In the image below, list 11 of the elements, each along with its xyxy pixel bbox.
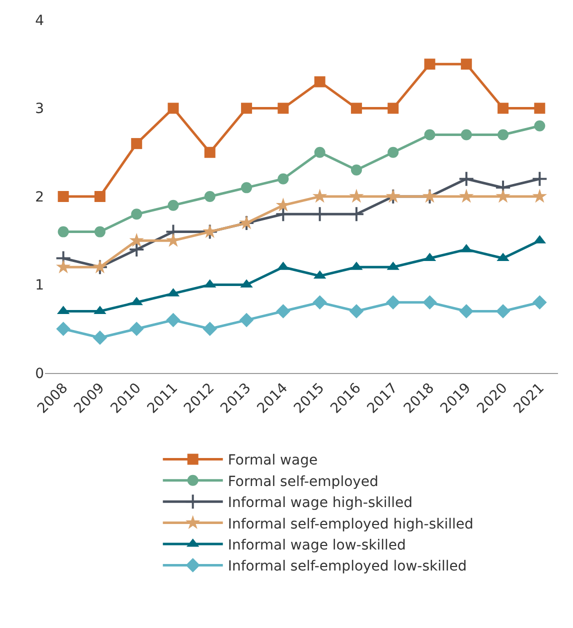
y-tick-label: 0 [35,366,44,382]
legend-label: Formal self-employed [228,474,378,490]
legend-label: Informal self-employed low-skilled [228,558,467,575]
y-tick-label: 2 [35,189,44,206]
y-tick-label: 4 [35,12,44,29]
legend-label: Formal wage [228,452,318,469]
legend-label: Informal wage low-skilled [228,537,406,554]
legend-label: Informal wage high-skilled [228,495,413,512]
legend-label: Informal self-employed high-skilled [228,516,474,532]
y-tick-label: 3 [35,101,44,118]
y-tick-label: 1 [35,278,44,294]
